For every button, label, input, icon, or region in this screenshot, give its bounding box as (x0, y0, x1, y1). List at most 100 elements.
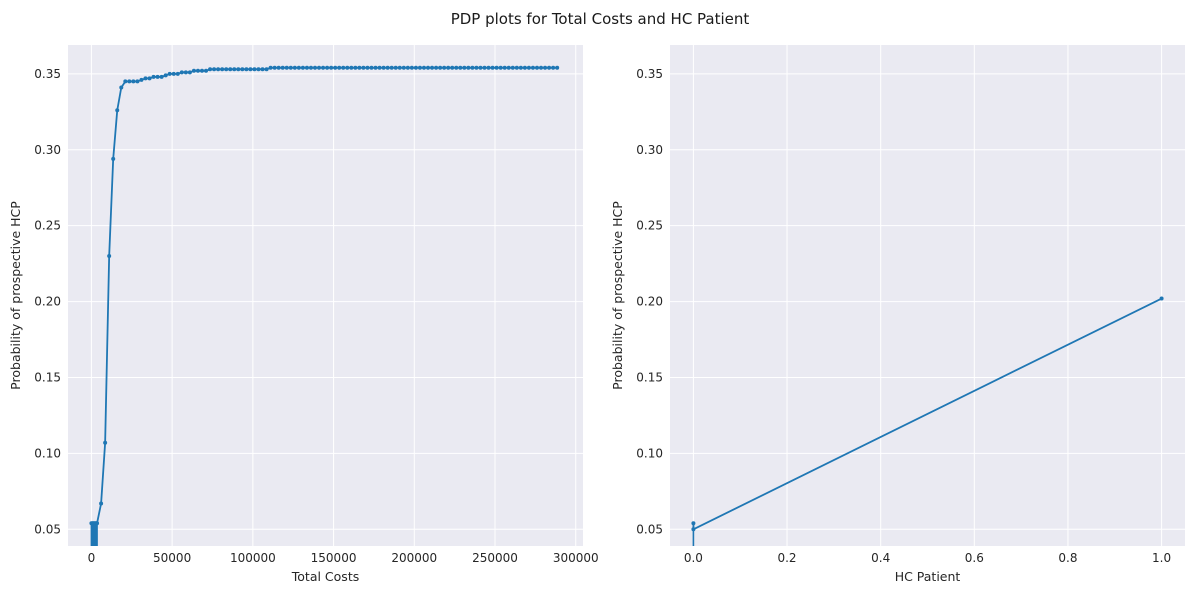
y-tick-label: 0.35 (636, 67, 663, 81)
x-tick-label: 0 (88, 551, 96, 565)
data-point (325, 65, 330, 70)
data-point (131, 79, 136, 84)
data-point (183, 70, 188, 75)
y-tick-label: 0.10 (636, 446, 663, 460)
data-point (159, 74, 164, 79)
data-point (216, 67, 221, 72)
data-point (155, 74, 160, 79)
data-point (361, 65, 366, 70)
y-tick-label: 0.20 (636, 295, 663, 309)
y-tick-label: 0.05 (636, 522, 663, 536)
data-point (304, 65, 309, 70)
data-point (308, 65, 313, 70)
subplot-total-costs: 0 50000 100000 150000 200000 250000 300000 0.05… (8, 45, 599, 584)
y-tick-label: 0.05 (34, 522, 61, 536)
y-axis-label: Probability of prospective HCP (8, 201, 23, 390)
data-point (518, 65, 523, 70)
x-tick-label: 200000 (391, 551, 437, 565)
data-point (244, 67, 249, 72)
y-tick-label: 0.15 (636, 370, 663, 384)
data-point (284, 65, 289, 70)
data-point (514, 65, 519, 70)
data-point (421, 65, 426, 70)
data-point (393, 65, 398, 70)
data-point (236, 67, 241, 72)
data-point (240, 67, 245, 72)
data-point (288, 65, 293, 70)
data-point (502, 65, 507, 70)
plot-area (670, 45, 1185, 546)
data-point (522, 65, 527, 70)
data-point (268, 65, 273, 70)
plot-area (68, 45, 583, 546)
y-tick-label: 0.25 (34, 219, 61, 233)
data-point (401, 65, 406, 70)
y-axis-label: Probability of prospective HCP (610, 201, 625, 390)
data-point (151, 74, 156, 79)
data-point (691, 521, 696, 526)
figure-title: PDP plots for Total Costs and HC Patient (451, 10, 750, 28)
data-point (99, 501, 104, 506)
data-point (543, 65, 548, 70)
y-tick-label: 0.20 (34, 295, 61, 309)
data-point (199, 68, 204, 73)
data-point (147, 76, 152, 81)
data-layer (691, 296, 1164, 546)
data-point (365, 65, 370, 70)
x-tick-label: 0.6 (965, 551, 984, 565)
data-point (534, 65, 539, 70)
data-point (413, 65, 418, 70)
data-point (417, 65, 422, 70)
data-point (430, 65, 435, 70)
data-point (547, 65, 552, 70)
data-point (555, 65, 560, 70)
data-point (139, 77, 144, 82)
x-tick-label: 0.2 (777, 551, 796, 565)
data-point (272, 65, 277, 70)
data-point (353, 65, 358, 70)
y-tick-label: 0.30 (636, 143, 663, 157)
data-point (478, 65, 483, 70)
data-point (220, 67, 225, 72)
data-point (111, 156, 116, 161)
data-point (175, 71, 180, 76)
data-point (313, 65, 318, 70)
data-point (345, 65, 350, 70)
data-point (260, 67, 265, 72)
y-tick-label: 0.25 (636, 219, 663, 233)
data-point (539, 65, 544, 70)
data-point (143, 76, 148, 81)
data-point (103, 440, 108, 445)
data-point (405, 65, 410, 70)
data-point (498, 65, 503, 70)
data-point (1159, 296, 1164, 301)
data-point (224, 67, 229, 72)
data-point (333, 65, 338, 70)
data-point (450, 65, 455, 70)
data-point (526, 65, 531, 70)
x-axis-label: Total Costs (291, 569, 359, 584)
data-point (409, 65, 414, 70)
data-point (276, 65, 281, 70)
data-point (204, 68, 209, 73)
y-tick-label: 0.35 (34, 67, 61, 81)
data-point (341, 65, 346, 70)
data-point (208, 67, 213, 72)
data-point (490, 65, 495, 70)
data-point (385, 65, 390, 70)
x-tick-label: 1.0 (1152, 551, 1171, 565)
data-point (252, 67, 257, 72)
y-tick-label: 0.15 (34, 370, 61, 384)
data-point (115, 108, 120, 113)
data-point (280, 65, 285, 70)
x-tick-label: 0.8 (1058, 551, 1077, 565)
x-tick-label: 50000 (153, 551, 191, 565)
data-point (466, 65, 471, 70)
data-point (349, 65, 354, 70)
data-point (486, 65, 491, 70)
subplot-hc-patient: 0.0 0.2 0.4 0.6 0.8 1.0 0.05 0.10 0.15 0.20 0.25 0.… (610, 45, 1185, 584)
data-point (357, 65, 362, 70)
data-point (373, 65, 378, 70)
data-point (506, 65, 511, 70)
